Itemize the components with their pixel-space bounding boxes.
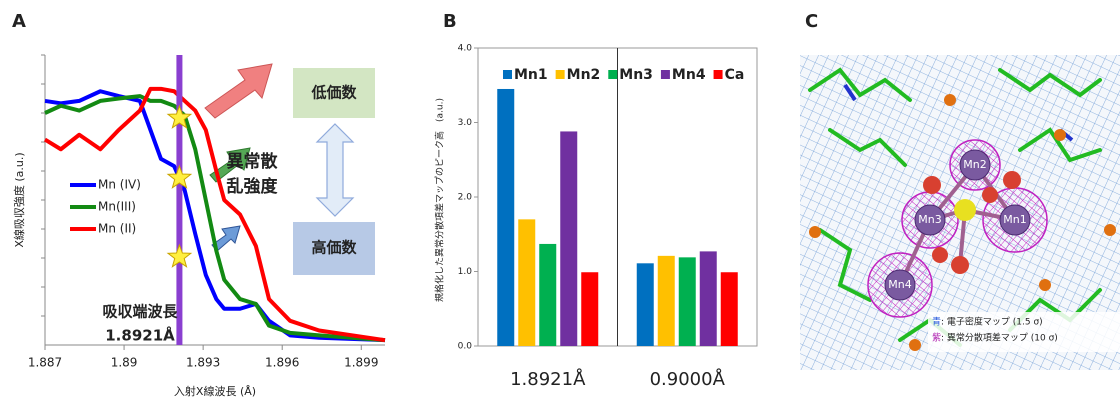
legend-label: Ca (725, 67, 745, 83)
x-tick-label: 1.899 (344, 356, 378, 370)
double-arrow (317, 124, 353, 216)
atom-label: Mn2 (963, 158, 986, 171)
atom-label: Mn1 (1003, 213, 1026, 226)
panel-label: B (443, 11, 457, 32)
legend-label: Mn (II) (98, 222, 136, 236)
atom-label: Mn3 (918, 213, 941, 226)
figure: A 1.887 1.89 1.893 1.896 1.899 入射X線波長 (Å) X線吸収強… (0, 0, 1120, 401)
y-tick-label: 4.0 (458, 44, 473, 54)
high-label: 高価数 (311, 239, 357, 257)
legend-key: 青 (932, 316, 941, 328)
atom-label: Mn4 (888, 278, 911, 291)
legend-swatch (608, 70, 617, 79)
legend-key: 紫 (932, 333, 941, 344)
legend-label: Mn2 (567, 67, 601, 83)
bar (679, 257, 696, 346)
legend-label: Mn (IV) (98, 178, 141, 192)
legend-swatch (714, 70, 723, 79)
x-tick-label: 1.896 (265, 356, 299, 370)
legend-label: Mn4 (672, 67, 706, 83)
anomalous-label: 異常散 (227, 151, 279, 172)
x-tick-label: 0.9000Å (650, 368, 726, 390)
y-tick-label: 3.0 (458, 118, 473, 128)
legend-swatch (503, 70, 512, 79)
bar (721, 272, 738, 346)
x-tick-label: 1.89 (111, 356, 138, 370)
bar (658, 256, 675, 346)
x-tick-label: 1.893 (186, 356, 220, 370)
bar (700, 251, 717, 346)
legend-swatch (556, 70, 565, 79)
x-tick-label: 1.887 (28, 356, 62, 370)
legend-label: Mn1 (514, 67, 548, 83)
edge-title: 吸収端波長 (102, 303, 178, 321)
bar (518, 219, 535, 346)
bar (560, 131, 577, 346)
bar (581, 272, 598, 346)
panel-label: C (805, 11, 818, 32)
y-axis-title: 規格化した異常分散項差マップのピーク高 (a.u.) (434, 98, 446, 302)
y-tick-label: 2.0 (458, 193, 473, 203)
y-axis-title: X線吸収強度 (a.u.) (12, 152, 26, 247)
x-axis-title: 入射X線波長 (Å) (174, 384, 256, 398)
anomalous-label: 乱強度 (227, 176, 279, 197)
legend-label: Mn(III) (98, 200, 136, 214)
y-tick-label: 1.0 (458, 267, 473, 277)
legend-swatch (661, 70, 670, 79)
arrow-low (205, 64, 272, 118)
low-label: 低価数 (310, 84, 357, 102)
legend-label: Mn3 (619, 67, 653, 83)
edge-label: 1.8921Å (105, 326, 175, 345)
x-tick-label: 1.8921Å (510, 368, 586, 390)
legend-text: : 異常分散項差マップ (10 σ) (941, 332, 1058, 344)
panel-label: A (12, 11, 26, 32)
bar (539, 244, 556, 346)
bar (497, 89, 514, 346)
legend-text: : 電子密度マップ (1.5 σ) (941, 316, 1043, 328)
y-tick-label: 0.0 (458, 342, 473, 352)
bar (637, 263, 654, 346)
